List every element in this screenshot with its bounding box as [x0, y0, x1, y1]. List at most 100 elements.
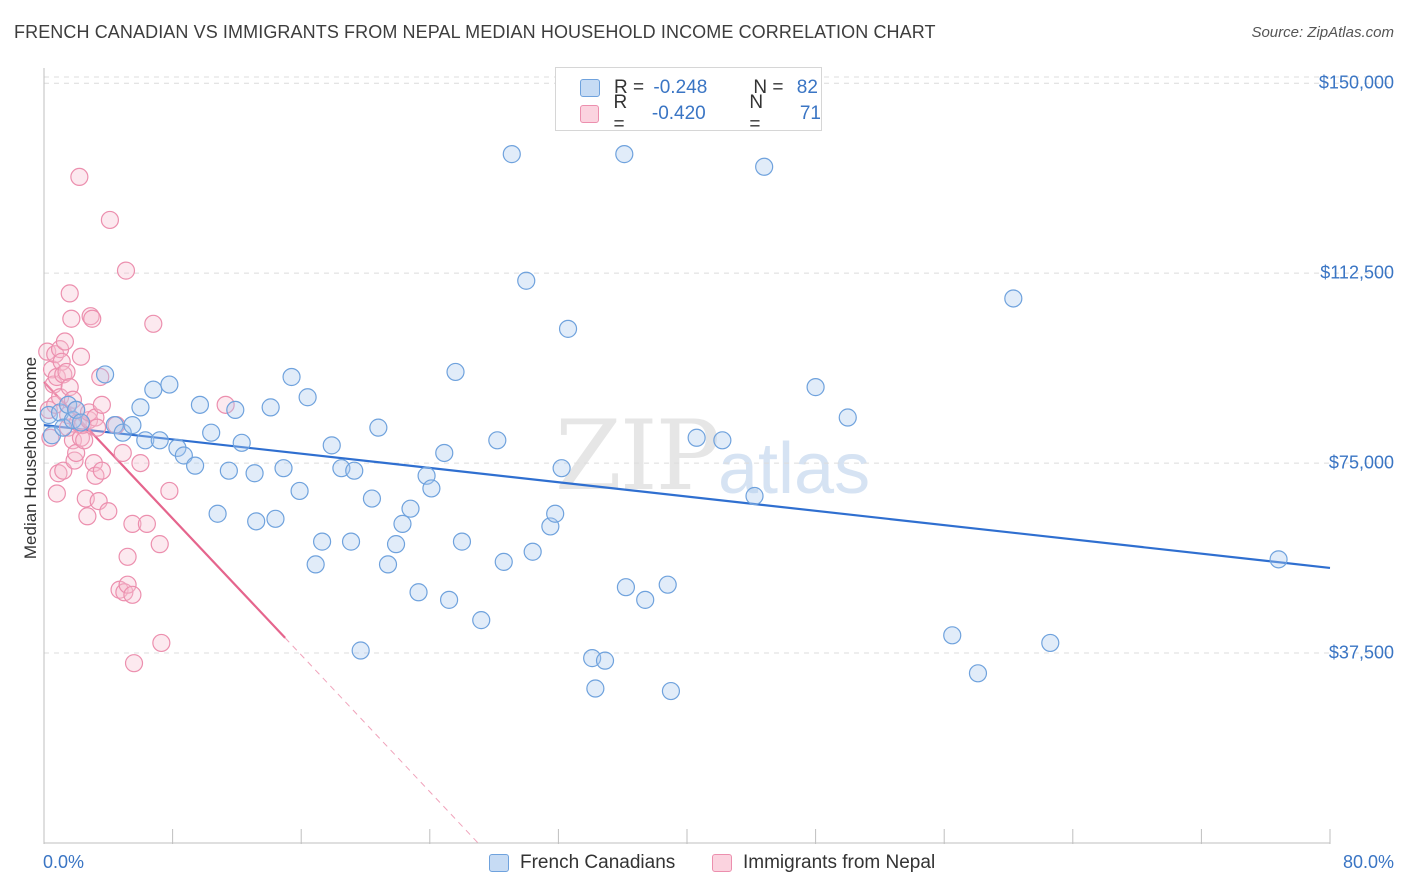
point-french-canadian — [247, 512, 266, 531]
point-french-canadian — [401, 499, 420, 518]
point-french-canadian — [409, 583, 428, 602]
point-immigrants-from-nepal — [113, 443, 132, 463]
watermark-zip: ZIP — [555, 400, 720, 512]
point-immigrants-from-nepal — [83, 309, 102, 328]
point-french-canadian — [435, 443, 454, 463]
point-french-canadian — [232, 433, 251, 452]
legend-r-value: -0.248 — [653, 77, 708, 98]
point-french-canadian — [113, 423, 132, 442]
point-french-canadian — [306, 555, 325, 574]
point-french-canadian — [219, 461, 238, 480]
point-french-canadian — [341, 532, 361, 551]
point-french-canadian — [615, 145, 634, 164]
point-french-canadian — [186, 456, 205, 475]
trend-line-immigrants-from-nepal — [43, 381, 286, 639]
point-french-canadian — [386, 535, 406, 554]
point-french-canadian — [658, 575, 677, 594]
point-immigrants-from-nepal — [55, 332, 74, 351]
point-french-canadian — [131, 398, 150, 417]
point-immigrants-from-nepal — [123, 585, 142, 604]
point-french-canadian — [586, 679, 605, 698]
point-immigrants-from-nepal — [71, 347, 91, 366]
point-french-canadian — [636, 590, 655, 609]
point-french-canadian — [190, 395, 210, 414]
point-french-canadian — [806, 378, 825, 397]
chart-title: FRENCH CANADIAN VS IMMIGRANTS FROM NEPAL… — [14, 22, 936, 42]
point-immigrants-from-nepal — [46, 345, 65, 364]
point-french-canadian — [502, 145, 521, 164]
point-french-canadian — [755, 157, 774, 176]
point-french-canadian — [439, 590, 459, 609]
point-french-canadian — [452, 532, 472, 551]
bottom-legend-french-canadians: French Canadians — [489, 852, 675, 874]
point-immigrants-from-nepal — [137, 514, 156, 533]
point-immigrants-from-nepal — [78, 507, 97, 526]
point-french-canadian — [745, 486, 764, 506]
watermark-atlas: atlas — [718, 429, 871, 509]
point-french-canadian — [616, 578, 636, 597]
point-french-canadian — [595, 651, 615, 670]
axes — [43, 68, 1331, 844]
legend-row-french-canadians: R = -0.248 N = 82 — [580, 76, 818, 100]
point-french-canadian — [552, 459, 571, 478]
point-immigrants-from-nepal — [123, 514, 142, 533]
point-french-canadian — [488, 431, 507, 450]
bottom-legend-label: Immigrants from Nepal — [743, 852, 936, 873]
legend-n-value: 71 — [799, 103, 821, 124]
point-french-canadian — [661, 681, 681, 701]
point-french-canadian — [393, 514, 412, 533]
legend-r-label: R = — [613, 92, 628, 135]
legend-r-value: -0.420 — [651, 103, 706, 124]
point-french-canadian — [472, 611, 491, 630]
point-immigrants-from-nepal — [65, 451, 84, 470]
bottom-legend-label: French Canadians — [520, 852, 676, 873]
legend-n-label: N = — [749, 92, 764, 135]
y-tick-label: $75,000 — [1328, 452, 1394, 473]
point-immigrants-from-nepal — [92, 461, 111, 480]
point-french-canadian — [446, 362, 465, 382]
x-tick-label-max: 80.0% — [1342, 852, 1394, 872]
point-french-canadian — [144, 380, 163, 399]
legend-n-label: N = — [753, 77, 784, 98]
bottom-legend-swatch-immigrants-from-nepal — [712, 854, 732, 872]
point-french-canadian — [422, 479, 441, 498]
point-french-canadian — [274, 459, 293, 478]
point-french-canadian — [123, 416, 142, 435]
trend-lines — [43, 381, 1331, 844]
point-french-canadian — [322, 436, 341, 455]
point-immigrants-from-nepal — [70, 167, 89, 187]
legend-row-immigrants-from-nepal: R = -0.420 N = 71 — [580, 92, 821, 135]
point-french-canadian — [160, 375, 179, 394]
point-immigrants-from-nepal — [75, 431, 94, 450]
point-immigrants-from-nepal — [150, 535, 169, 554]
legend-n-value: 82 — [796, 77, 818, 98]
point-french-canadian — [245, 464, 264, 483]
point-french-canadian — [208, 504, 227, 523]
point-french-canadian — [523, 542, 542, 561]
point-french-canadian — [1269, 550, 1288, 569]
point-french-canadian — [39, 405, 58, 425]
point-french-canadian — [290, 481, 309, 501]
point-immigrants-from-nepal — [116, 261, 136, 280]
legend-r-label: R = — [614, 77, 645, 98]
point-immigrants-from-nepal — [131, 453, 150, 473]
point-immigrants-from-nepal — [152, 633, 171, 653]
point-immigrants-from-nepal — [99, 502, 118, 521]
y-tick-label: $112,500 — [1320, 262, 1394, 283]
point-french-canadian — [54, 418, 73, 437]
point-french-canadian — [282, 367, 301, 387]
point-french-canadian — [261, 398, 280, 417]
source-label: Source: ZipAtlas.com — [1251, 24, 1394, 41]
point-immigrants-from-nepal — [124, 654, 144, 673]
point-french-canadian — [378, 555, 398, 574]
x-tick-label-min: 0.0% — [43, 852, 85, 872]
point-french-canadian — [546, 504, 565, 523]
trend-line-french-canadians — [43, 424, 1331, 570]
point-french-canadian — [174, 446, 193, 465]
bottom-legend-swatch-french-canadians — [489, 854, 509, 872]
correlation-legend: R = -0.248 N = 82 R = -0.420 N = 71 — [555, 67, 822, 135]
point-immigrants-from-nepal — [216, 395, 235, 414]
point-immigrants-from-nepal — [54, 461, 73, 480]
point-french-canadian — [150, 431, 169, 450]
